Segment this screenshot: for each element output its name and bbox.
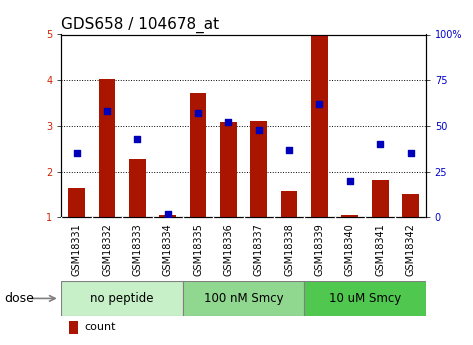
Bar [402,194,419,217]
Point [315,101,323,107]
Point [194,110,202,116]
Text: no peptide: no peptide [90,292,154,305]
Bar [220,122,237,217]
Text: GSM18333: GSM18333 [132,223,142,276]
Text: GSM18332: GSM18332 [102,223,112,276]
Text: GSM18341: GSM18341 [375,223,385,276]
Point [133,136,141,141]
Bar [342,215,358,217]
Bar [311,34,328,217]
Point [164,211,172,216]
Bar [281,191,298,217]
Bar [69,321,78,334]
Point [73,150,80,156]
Text: dose: dose [5,292,35,305]
Point [377,141,384,147]
Text: GSM18336: GSM18336 [223,223,233,276]
Text: GSM18337: GSM18337 [254,223,264,276]
Bar [61,281,183,316]
Text: GSM18335: GSM18335 [193,223,203,276]
Bar [304,281,426,316]
Text: 100 nM Smcy: 100 nM Smcy [204,292,283,305]
Bar [190,93,206,217]
Text: count: count [85,322,116,332]
Text: GSM18334: GSM18334 [163,223,173,276]
Point [103,109,111,114]
Bar [99,79,115,217]
Bar [68,188,85,217]
Text: GSM18342: GSM18342 [405,223,415,276]
Point [407,150,414,156]
Bar [250,121,267,217]
Text: GDS658 / 104678_at: GDS658 / 104678_at [61,17,219,33]
Bar [129,159,146,217]
Text: GSM18331: GSM18331 [72,223,82,276]
Bar [159,215,176,217]
Bar [183,281,304,316]
Text: GSM18338: GSM18338 [284,223,294,276]
Point [225,119,232,125]
Point [255,127,263,132]
Text: GSM18340: GSM18340 [345,223,355,276]
Point [285,147,293,152]
Text: 10 uM Smcy: 10 uM Smcy [329,292,401,305]
Point [346,178,354,184]
Bar [372,180,388,217]
Text: GSM18339: GSM18339 [315,223,324,276]
